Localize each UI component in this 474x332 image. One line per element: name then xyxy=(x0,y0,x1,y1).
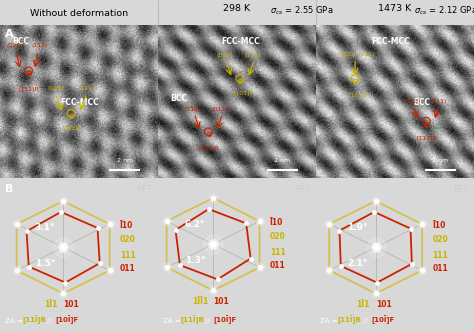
Text: B: B xyxy=(5,184,13,194)
Text: //: // xyxy=(363,318,368,324)
Text: 1.3°: 1.3° xyxy=(185,256,205,265)
Text: (111): (111) xyxy=(358,52,374,57)
Text: BCC: BCC xyxy=(171,94,188,103)
Text: 1Ī1: 1Ī1 xyxy=(44,300,57,309)
Text: 011: 011 xyxy=(270,261,286,270)
Text: [101]F: [101]F xyxy=(349,92,369,97)
Text: [101]F: [101]F xyxy=(62,126,82,131)
Text: (110): (110) xyxy=(185,107,201,112)
Text: 020: 020 xyxy=(432,235,448,244)
Text: [11Ī]B: [11Ī]B xyxy=(22,315,46,324)
Text: [11Ī]B: [11Ī]B xyxy=(338,315,362,324)
Text: ZA =: ZA = xyxy=(320,318,340,324)
Text: (020): (020) xyxy=(47,86,64,91)
Text: Without deformation: Without deformation xyxy=(30,9,128,18)
Text: FFT: FFT xyxy=(296,185,311,194)
Text: [111]B: [111]B xyxy=(417,135,438,140)
Text: //: // xyxy=(205,318,210,324)
Text: 1ĪĪ1: 1ĪĪ1 xyxy=(192,296,209,306)
Text: 111: 111 xyxy=(270,248,286,257)
Text: 020: 020 xyxy=(270,232,286,241)
Text: ⊗: ⊗ xyxy=(67,112,74,121)
Text: $\sigma_{cs}$ = 2.55 GPa: $\sigma_{cs}$ = 2.55 GPa xyxy=(270,5,334,18)
Text: ZA =: ZA = xyxy=(163,318,182,324)
Text: [10Ī]F: [10Ī]F xyxy=(371,315,394,324)
Text: ⊗: ⊗ xyxy=(423,120,429,129)
Text: 2 nm: 2 nm xyxy=(274,158,291,163)
Text: BCC: BCC xyxy=(13,37,30,46)
Text: A: A xyxy=(5,30,13,40)
Text: Ī10: Ī10 xyxy=(120,221,133,230)
Text: Ī10: Ī10 xyxy=(270,218,283,227)
Text: 111: 111 xyxy=(120,251,136,260)
Text: (020): (020) xyxy=(6,43,23,48)
Text: BCC: BCC xyxy=(413,98,430,107)
Text: (011): (011) xyxy=(211,107,228,112)
Text: (020): (020) xyxy=(339,52,356,57)
Text: [111]B: [111]B xyxy=(199,145,219,150)
Text: FFT: FFT xyxy=(138,185,153,194)
Text: 1Ī1: 1Ī1 xyxy=(356,300,370,309)
Text: 011: 011 xyxy=(120,264,136,273)
Text: 101: 101 xyxy=(213,296,229,306)
Text: 011: 011 xyxy=(432,264,448,273)
Text: [111]B: [111]B xyxy=(19,86,40,91)
Text: //: // xyxy=(47,318,52,324)
Text: ⊗: ⊗ xyxy=(25,69,32,78)
Text: ⊗: ⊗ xyxy=(205,130,212,139)
Text: 101: 101 xyxy=(376,300,392,309)
Text: [10Ī]F: [10Ī]F xyxy=(55,315,79,324)
Text: 2 nm: 2 nm xyxy=(117,158,133,163)
Text: 1.9°: 1.9° xyxy=(347,223,368,232)
Text: ⊗: ⊗ xyxy=(352,77,359,86)
Text: ZA =: ZA = xyxy=(5,318,25,324)
Text: 6.2°: 6.2° xyxy=(185,220,205,229)
Text: 3.1°: 3.1° xyxy=(35,223,55,232)
Text: (110): (110) xyxy=(404,99,420,104)
Text: (111): (111) xyxy=(79,86,95,91)
Text: 1.5°: 1.5° xyxy=(35,259,55,268)
Text: FCC-MCC: FCC-MCC xyxy=(371,37,410,46)
Text: 2.1°: 2.1° xyxy=(347,259,368,268)
Text: 2 nm: 2 nm xyxy=(432,158,448,163)
Text: 020: 020 xyxy=(120,235,136,244)
Text: 298 K: 298 K xyxy=(223,4,251,13)
Text: FFT: FFT xyxy=(454,185,469,194)
Text: [11Ī]B: [11Ī]B xyxy=(180,315,204,324)
Text: (011): (011) xyxy=(431,99,447,104)
Text: Ī10: Ī10 xyxy=(432,221,446,230)
Text: FCC-MCC: FCC-MCC xyxy=(221,37,260,46)
Text: (111): (111) xyxy=(32,43,48,48)
Text: $\sigma_{cs}$ = 2.12 GPa: $\sigma_{cs}$ = 2.12 GPa xyxy=(414,5,474,18)
Text: ⊗: ⊗ xyxy=(237,77,244,86)
Text: (020): (020) xyxy=(216,53,233,58)
Text: 1473 K: 1473 K xyxy=(378,4,411,13)
Text: [10Ī]F: [10Ī]F xyxy=(213,315,237,324)
Text: 101: 101 xyxy=(63,300,79,309)
Text: (111): (111) xyxy=(245,53,261,58)
Text: 111: 111 xyxy=(432,251,448,260)
Text: [101]F: [101]F xyxy=(234,91,254,96)
Text: FCC-MCC: FCC-MCC xyxy=(60,98,99,107)
